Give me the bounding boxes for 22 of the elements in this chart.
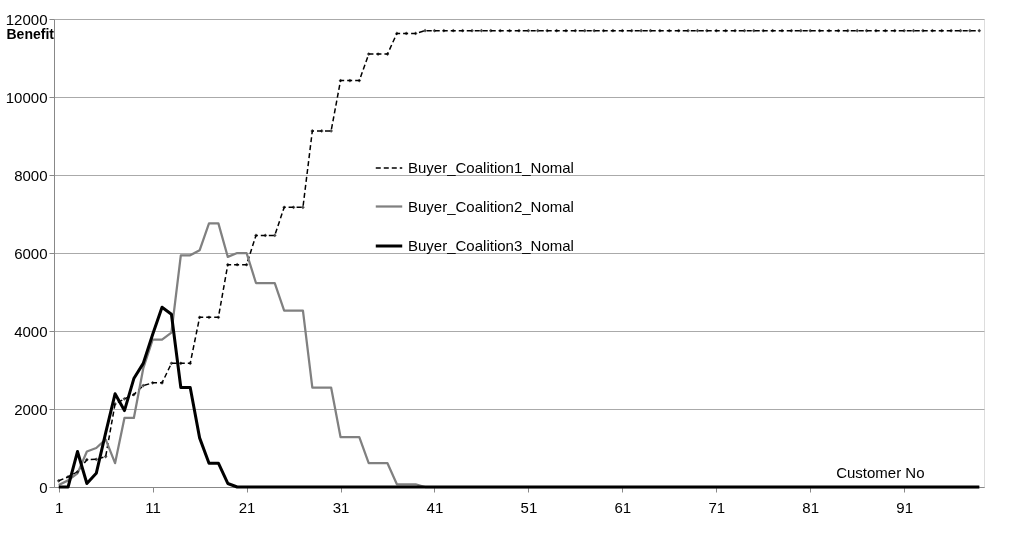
legend-label: Buyer_Coalition3_Nomal xyxy=(408,237,574,254)
y-tick-label: 4000 xyxy=(14,322,48,340)
x-tick-label: 51 xyxy=(520,498,538,516)
y-tick-label: 10000 xyxy=(5,88,48,106)
x-tick-label: 91 xyxy=(896,498,913,516)
y-tick-label: 12000 xyxy=(5,10,48,28)
y-tick-label: 0 xyxy=(39,478,48,496)
x-tick-label: 81 xyxy=(802,498,820,516)
x-tick-label: 61 xyxy=(614,498,632,516)
x-tick-label: 21 xyxy=(238,498,256,516)
x-axis-title: Customer No xyxy=(836,463,925,481)
legend-label: Buyer_Coalition1_Nomal xyxy=(408,159,574,176)
y-axis-title: Benefit xyxy=(6,25,55,42)
y-tick-label: 2000 xyxy=(14,400,48,418)
y-tick-label: 8000 xyxy=(14,166,48,184)
x-tick-label: 1 xyxy=(55,498,64,516)
y-tick-label: 6000 xyxy=(14,244,48,262)
legend-label: Buyer_Coalition2_Nomal xyxy=(408,197,574,215)
x-tick-label: 71 xyxy=(708,498,726,516)
x-tick-label: 11 xyxy=(145,498,161,516)
x-tick-label: 31 xyxy=(332,498,350,516)
x-tick-label: 41 xyxy=(426,498,444,516)
